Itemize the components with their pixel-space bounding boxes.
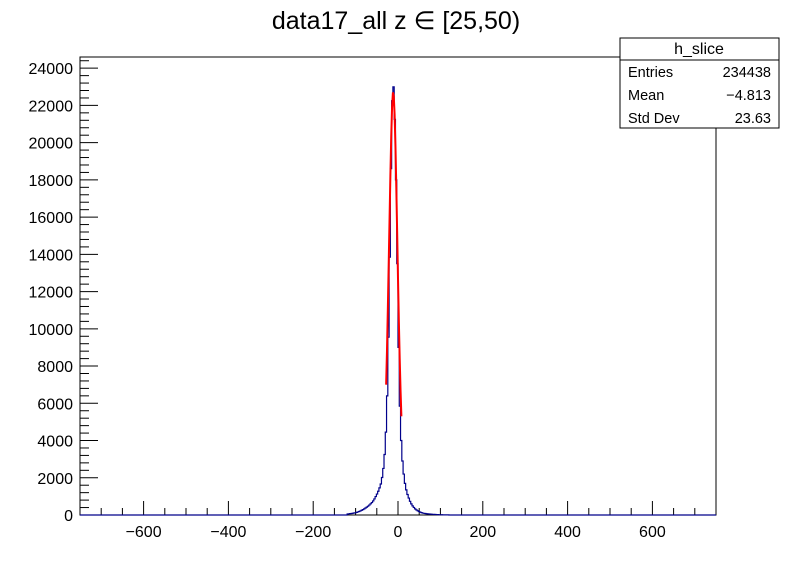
chart-title: data17_all z ∈ [25,50) (272, 7, 520, 35)
stats-box: h_slice Entries 234438 Mean −4.813 Std D… (619, 37, 780, 129)
stats-value-entries: 234438 (723, 65, 771, 81)
x-tick-label: 400 (554, 524, 581, 541)
x-tick-label: −600 (126, 524, 162, 541)
y-tick-label: 16000 (29, 210, 74, 227)
y-tick-label: 6000 (37, 396, 73, 413)
stats-box-frame (619, 37, 780, 129)
y-tick-label: 20000 (29, 136, 74, 153)
plot-area (80, 86, 716, 516)
y-tick-label: 2000 (37, 471, 73, 488)
stats-value-mean: −4.813 (726, 88, 771, 104)
x-tick-label: 0 (394, 524, 403, 541)
fit-curve (385, 92, 403, 417)
stats-label-stddev: Std Dev (628, 111, 680, 127)
x-axis: −600 −400 −200 0 200 400 600 (79, 501, 717, 541)
y-tick-label: 10000 (29, 322, 74, 339)
y-tick-label: 24000 (29, 61, 74, 78)
y-tick-label: 0 (64, 508, 73, 525)
stats-label-entries: Entries (628, 65, 673, 81)
stats-label-mean: Mean (628, 88, 664, 104)
y-tick-label: 12000 (29, 285, 74, 302)
x-tick-label: −400 (210, 524, 246, 541)
y-tick-label: 14000 (29, 247, 74, 264)
y-tick-label: 22000 (29, 98, 74, 115)
y-axis: 0 2000 4000 6000 8000 10000 12000 14000 16000 180… (29, 60, 98, 525)
x-tick-label: 200 (469, 524, 496, 541)
stats-value-stddev: 23.63 (735, 111, 771, 127)
y-tick-label: 18000 (29, 173, 74, 190)
x-tick-label: 600 (639, 524, 666, 541)
x-tick-label: −200 (295, 524, 331, 541)
y-tick-label: 4000 (37, 434, 73, 451)
y-tick-label: 8000 (37, 359, 73, 376)
stats-box-title: h_slice (674, 41, 724, 58)
